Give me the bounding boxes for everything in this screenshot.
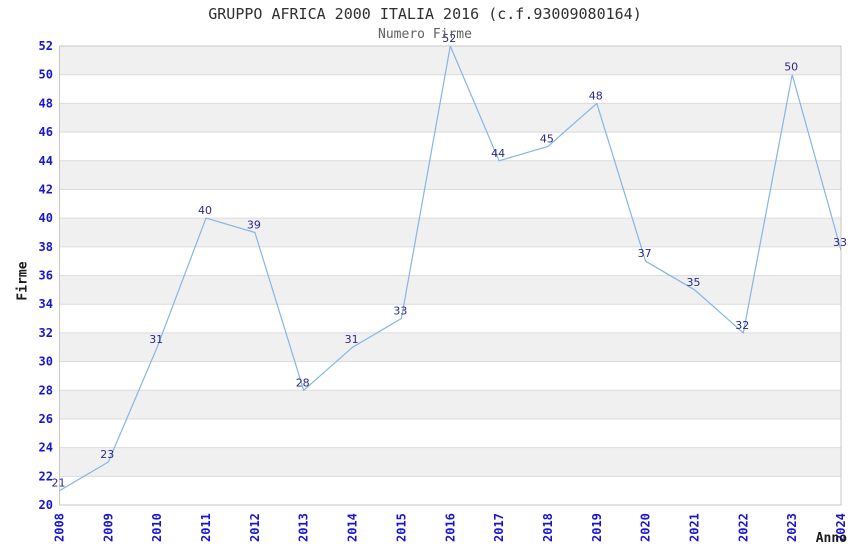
y-tick-label: 46 <box>39 125 53 139</box>
data-label: 50 <box>784 61 798 74</box>
plot-band <box>59 189 841 219</box>
plot-band <box>59 476 841 505</box>
x-axis-title: Anno <box>816 531 847 546</box>
plot-band <box>59 74 841 104</box>
plot-band <box>59 103 841 133</box>
x-tick-label: 2011 <box>199 513 213 542</box>
data-label: 31 <box>345 333 359 346</box>
x-tick-label: 2017 <box>492 513 506 542</box>
x-tick-label: 2024 <box>834 513 848 542</box>
series-layer <box>59 46 841 492</box>
data-label: 28 <box>296 376 310 389</box>
x-tick-label: 2020 <box>639 513 653 542</box>
plot-band <box>59 218 841 247</box>
x-tick-label: 2013 <box>297 513 311 542</box>
plot-band <box>59 361 841 391</box>
data-label: 33 <box>393 305 407 318</box>
plot-band <box>59 160 841 190</box>
data-label: 44 <box>491 147 505 160</box>
data-label: 31 <box>149 333 163 346</box>
x-tick-label: 2019 <box>590 513 604 542</box>
plot-band <box>59 304 841 333</box>
y-tick-label: 32 <box>39 326 53 340</box>
plot-band <box>59 46 841 75</box>
y-tick-label: 22 <box>39 469 53 483</box>
data-label: 40 <box>198 204 212 217</box>
y-axis-tick-labels: 20 22 24 26 28 30 32 34 36 38 40 42 44 46 48 50 52 <box>39 39 53 512</box>
y-tick-label: 24 <box>39 441 53 455</box>
data-label: 33 <box>833 236 847 249</box>
x-tick-label: 2009 <box>101 513 115 542</box>
y-tick-label: 26 <box>39 412 53 426</box>
data-label: 35 <box>687 276 701 289</box>
x-tick-label: 2021 <box>688 513 702 542</box>
data-label: 23 <box>100 448 114 461</box>
data-label: 52 <box>442 32 456 45</box>
y-tick-label: 44 <box>39 154 53 168</box>
y-tick-label: 20 <box>39 498 53 512</box>
y-axis-title: Firme <box>16 261 31 300</box>
x-tick-label: 2015 <box>394 513 408 542</box>
x-tick-label: 2014 <box>346 513 360 542</box>
x-tick-label: 2008 <box>53 513 67 542</box>
plot-band <box>59 447 841 477</box>
x-tick-label: 2012 <box>248 513 262 542</box>
series-line <box>59 46 841 492</box>
x-axis-tick-labels: 2008 2009 2010 2011 2012 2013 2014 2015 2016 2017… <box>53 513 849 542</box>
data-labels: 21 23 31 40 39 28 31 33 52 44 45 48 37 35 32 50 33 <box>52 32 848 490</box>
x-tick-label: 2022 <box>736 513 750 542</box>
data-label: 39 <box>247 219 261 232</box>
plot-band <box>59 275 841 305</box>
y-tick-label: 28 <box>39 383 53 397</box>
plot-band <box>59 390 841 419</box>
gridlines <box>59 74 841 477</box>
plot-band <box>59 246 841 276</box>
y-tick-label: 40 <box>39 211 53 225</box>
data-label: 48 <box>589 89 603 102</box>
y-tick-label: 36 <box>39 269 53 283</box>
y-tick-label: 52 <box>39 39 53 53</box>
data-label: 32 <box>735 319 749 332</box>
plot-band <box>59 132 841 161</box>
plot-band <box>59 332 841 362</box>
y-tick-label: 38 <box>39 240 53 254</box>
data-label: 21 <box>52 477 66 490</box>
y-tick-label: 30 <box>39 355 53 369</box>
data-label: 37 <box>638 247 652 260</box>
y-tick-label: 34 <box>39 297 53 311</box>
data-label: 45 <box>540 132 554 145</box>
x-tick-label: 2010 <box>150 513 164 542</box>
x-tick-label: 2018 <box>541 513 555 542</box>
chart-subtitle: Numero Firme <box>378 27 472 42</box>
x-tick-label: 2016 <box>443 513 457 542</box>
plot-band <box>59 418 841 448</box>
chart-title: GRUPPO AFRICA 2000 ITALIA 2016 (c.f.9300… <box>208 5 641 23</box>
y-tick-label: 48 <box>39 96 53 110</box>
y-tick-label: 50 <box>39 68 53 82</box>
y-tick-label: 42 <box>39 182 53 196</box>
x-tick-label: 2023 <box>785 513 799 542</box>
